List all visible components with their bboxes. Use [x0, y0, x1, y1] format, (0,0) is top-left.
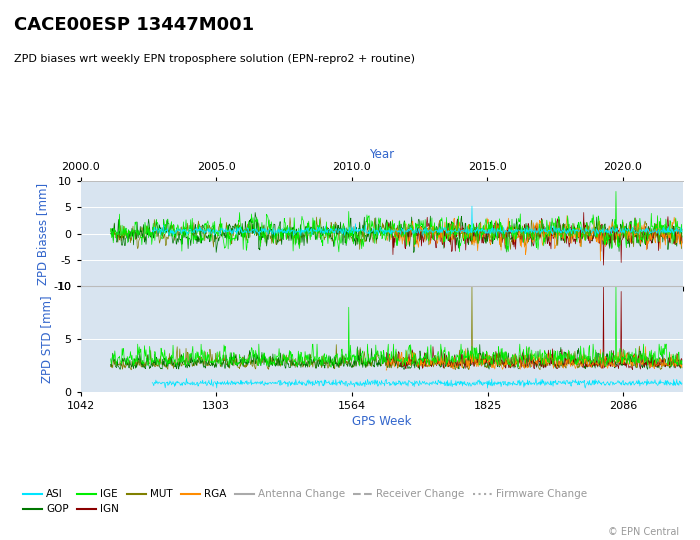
Text: ZPD biases wrt weekly EPN troposphere solution (EPN-repro2 + routine): ZPD biases wrt weekly EPN troposphere so…	[14, 54, 415, 64]
Y-axis label: ZPD Biases [mm]: ZPD Biases [mm]	[36, 183, 49, 285]
Text: © EPN Central: © EPN Central	[608, 527, 679, 537]
X-axis label: GPS Week: GPS Week	[351, 415, 412, 428]
Legend: ASI, GOP, IGE, IGN, MUT, RGA, Antenna Change, Receiver Change, Firmware Change: ASI, GOP, IGE, IGN, MUT, RGA, Antenna Ch…	[19, 485, 591, 518]
X-axis label: Year: Year	[369, 148, 394, 161]
Y-axis label: ZPD STD [mm]: ZPD STD [mm]	[41, 295, 53, 383]
Text: CACE00ESP 13447M001: CACE00ESP 13447M001	[14, 16, 254, 34]
